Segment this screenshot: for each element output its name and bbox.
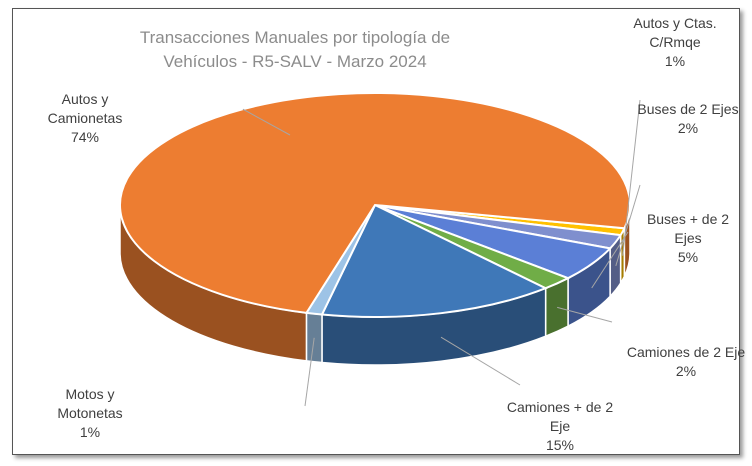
leader-line [242,108,291,136]
label-value: 2% [677,120,699,136]
slice [320,203,549,318]
label-name: Camiones + de 2 Eje [506,399,614,434]
label-value: 5% [677,249,699,265]
label-value: 15% [545,437,575,453]
label-name: Autos y Camionetas [47,91,123,126]
data-label: Autos y Ctas. C/Rmqe 1% [625,14,725,71]
leader-line [440,336,521,386]
data-label: Buses de 2 Ejes 2% [628,100,748,138]
leader-line [615,184,641,266]
leader-line [591,231,629,289]
label-name: Buses + de 2 Ejes [646,211,730,246]
data-label: Camiones + de 2 Eje 15% [495,398,625,455]
label-name: Motos y Motonetas [57,386,123,421]
data-label: Autos y Camionetas 74% [35,90,135,147]
chart-title: Transacciones Manuales por tipología de … [139,28,451,71]
label-value: 1% [664,53,686,69]
label-value: 74% [70,129,100,145]
label-name: Camiones de 2 Eje [626,344,746,360]
label-name: Autos y Ctas. C/Rmqe [633,15,717,50]
label-value: 2% [675,363,697,379]
leader-line [304,337,315,407]
label-value: 1% [79,424,101,440]
leader-line [557,306,613,323]
data-label: Motos y Motonetas 1% [40,385,140,442]
slice-side [305,312,323,364]
data-label: Camiones de 2 Eje 2% [616,343,752,381]
leader-line [622,99,641,256]
label-name: Buses de 2 Ejes [637,101,739,117]
data-label: Buses + de 2 Ejes 5% [633,210,743,267]
